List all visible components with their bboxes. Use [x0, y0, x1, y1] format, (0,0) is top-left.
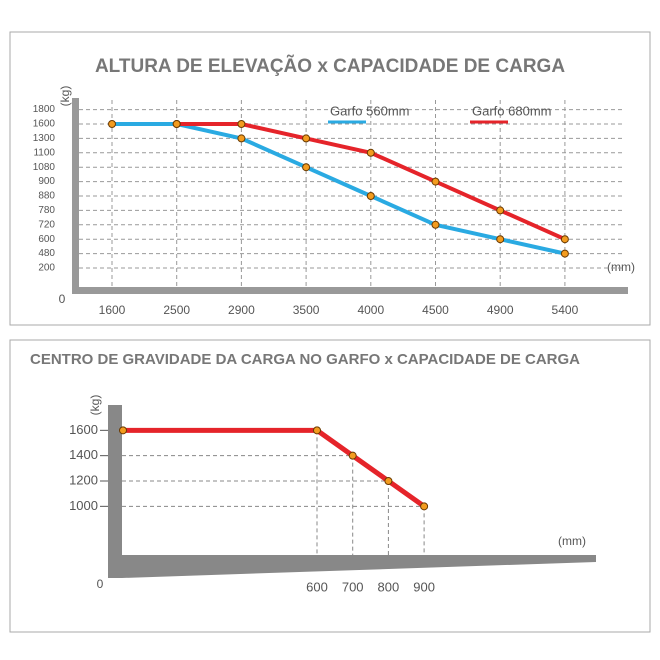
panel — [9, 31, 651, 326]
legend-label: Garfo 680mm — [472, 103, 551, 118]
legend-label: Garfo 560mm — [330, 103, 409, 118]
fork-shank — [108, 405, 122, 578]
y-axis-label: (kg) — [88, 395, 102, 416]
point — [172, 120, 181, 128]
x-tick-label: 800 — [378, 579, 400, 594]
chart-title: ALTURA DE ELEVAÇÃO x CAPACIDADE DE CARGA — [95, 55, 565, 77]
y-tick-label: 1100 — [33, 147, 55, 158]
point — [348, 451, 357, 460]
point — [560, 249, 569, 258]
y-tick-label: 200 — [38, 263, 55, 274]
x-tick-label: 2900 — [228, 303, 255, 317]
y-tick-label: 780 — [38, 205, 55, 216]
origin-label: 0 — [97, 577, 104, 591]
y-axis-label: (kg) — [58, 86, 72, 107]
x-tick-label: 5400 — [552, 303, 579, 317]
y-tick-label: 720 — [38, 219, 55, 230]
chart-title: CENTRO DE GRAVIDADE DA CARGA NO GARFO x … — [30, 351, 580, 368]
y-tick-label: 600 — [38, 234, 55, 245]
y-tick-label: 1800 — [33, 104, 56, 115]
x-tick-label: 900 — [413, 579, 435, 594]
x-axis — [72, 287, 628, 294]
point — [119, 426, 127, 435]
x-tick-label: 4500 — [422, 303, 449, 317]
fork-blade — [108, 555, 596, 578]
series-line — [112, 122, 566, 256]
point — [302, 163, 311, 172]
y-tick-label: 1600 — [69, 422, 98, 437]
point — [313, 426, 321, 435]
y-tick-label: 900 — [38, 176, 55, 187]
point — [302, 134, 311, 143]
point — [431, 220, 440, 229]
y-tick-label: 1600 — [33, 119, 56, 130]
x-tick-label: 700 — [342, 579, 364, 594]
x-tick-label: 2500 — [163, 303, 190, 317]
point — [237, 134, 246, 143]
y-tick-label: 1300 — [33, 133, 56, 144]
point — [496, 206, 505, 215]
point — [420, 502, 429, 511]
x-axis-label: (mm) — [607, 260, 635, 274]
y-tick-label: 1400 — [69, 447, 98, 462]
origin-label: 0 — [59, 292, 66, 306]
x-tick-label: 600 — [306, 579, 328, 594]
y-tick-label: 480 — [38, 248, 55, 259]
point — [366, 192, 375, 200]
x-axis-label: (mm) — [558, 534, 586, 548]
point — [384, 477, 393, 485]
x-tick-label: 1600 — [99, 303, 126, 317]
point — [496, 235, 505, 244]
y-tick-label: 1080 — [33, 162, 56, 173]
x-tick-label: 4900 — [487, 303, 514, 317]
series-line — [123, 427, 426, 509]
panel — [9, 339, 651, 633]
point — [366, 148, 375, 157]
x-tick-label: 3500 — [293, 303, 320, 317]
y-tick-label: 880 — [38, 191, 55, 202]
point — [560, 235, 569, 244]
y-tick-label: 1200 — [69, 472, 98, 487]
point — [431, 177, 440, 186]
point — [237, 120, 246, 128]
x-tick-label: 4000 — [357, 303, 384, 317]
y-tick-label: 1000 — [69, 498, 98, 513]
point — [108, 120, 116, 128]
y-axis — [72, 98, 79, 294]
